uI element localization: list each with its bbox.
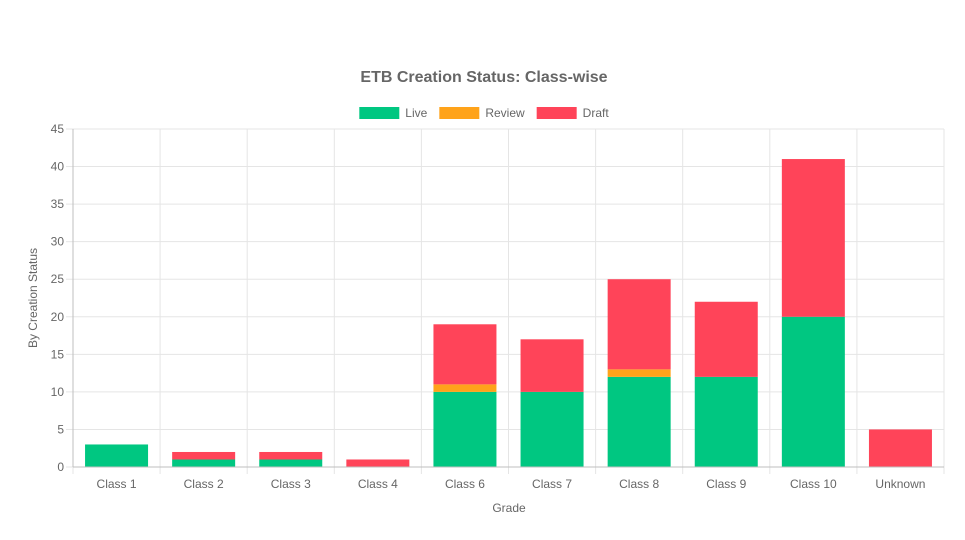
bar-draft-class-2[interactable] (172, 451, 236, 460)
bar-live-class-6[interactable] (433, 391, 497, 467)
bar-live-class-9[interactable] (694, 376, 758, 467)
bar-draft-class-6[interactable] (433, 324, 497, 385)
legend-label-live: Live (405, 106, 427, 120)
bar-live-class-10[interactable] (781, 316, 845, 467)
bar-draft-class-3[interactable] (259, 451, 323, 460)
x-tick-label: Unknown (875, 477, 925, 491)
y-tick-label: 15 (51, 347, 65, 361)
x-tick-label: Class 4 (358, 477, 398, 491)
y-tick-label: 5 (57, 422, 64, 436)
x-axis-label: Grade (492, 501, 526, 515)
bar-review-class-6[interactable] (433, 384, 497, 392)
x-tick-label: Class 2 (184, 477, 224, 491)
legend-label-review: Review (485, 106, 525, 120)
bar-live-class-8[interactable] (607, 376, 671, 467)
x-tick-label: Class 7 (532, 477, 572, 491)
legend-swatch-draft (536, 107, 577, 119)
bar-live-class-2[interactable] (172, 459, 236, 467)
bar-draft-class-10[interactable] (781, 159, 845, 317)
legend-swatch-live (359, 107, 400, 119)
bar-live-class-3[interactable] (259, 459, 323, 467)
y-tick-label: 20 (51, 310, 65, 324)
y-tick-label: 25 (51, 272, 65, 286)
y-tick-label: 10 (51, 385, 65, 399)
x-tick-label: Class 8 (619, 477, 659, 491)
y-tick-label: 35 (51, 197, 65, 211)
chart-title: ETB Creation Status: Class-wise (360, 69, 607, 86)
bar-draft-class-9[interactable] (694, 301, 758, 377)
x-tick-label: Class 9 (706, 477, 746, 491)
legend-item-live[interactable]: Live (359, 106, 428, 120)
legend-item-review[interactable]: Review (439, 106, 525, 120)
tick-labels: 0 5 10 15 20 25 30 35 40 45 Class 1 Class 2 Class 3 C… (51, 122, 926, 491)
y-tick-label: 0 (57, 460, 64, 474)
bar-draft-unknown[interactable] (868, 429, 932, 467)
x-tick-label: Class 3 (271, 477, 311, 491)
axes (72, 129, 944, 468)
x-tick-label: Class 1 (97, 477, 137, 491)
bar-live-class-1[interactable] (85, 444, 149, 467)
bar-draft-class-8[interactable] (607, 279, 671, 370)
bar-live-class-7[interactable] (520, 391, 584, 467)
legend-label-draft: Draft (583, 106, 610, 120)
y-axis-label: By Creation Status (26, 248, 40, 348)
bars (85, 159, 932, 467)
x-tick-label: Class 6 (445, 477, 485, 491)
bar-review-class-8[interactable] (607, 369, 671, 377)
y-tick-label: 30 (51, 235, 65, 249)
legend-swatch-review (439, 107, 480, 119)
x-tick-label: Class 10 (790, 477, 837, 491)
legend-item-draft[interactable]: Draft (536, 106, 610, 120)
y-tick-label: 40 (51, 160, 65, 174)
legend[interactable]: Live Review Draft (359, 106, 609, 120)
bar-draft-class-4[interactable] (346, 459, 410, 467)
y-tick-label: 45 (51, 122, 65, 136)
bar-draft-class-7[interactable] (520, 339, 584, 392)
